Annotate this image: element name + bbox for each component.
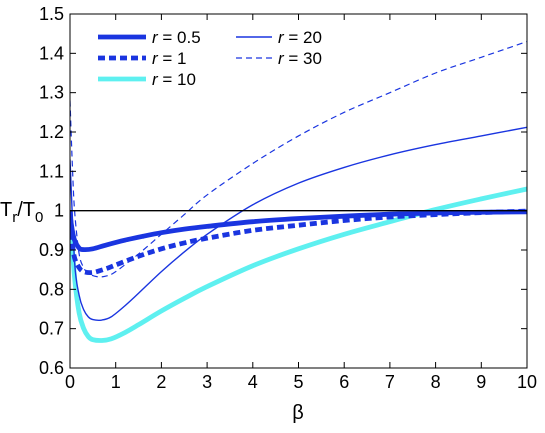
legend-label: r = 0.5 (152, 28, 201, 47)
legend-label: r = 20 (278, 28, 322, 47)
y-tick-label: 0.7 (39, 319, 64, 339)
series-line-r-0-5 (70, 209, 527, 253)
y-tick-label: 1 (54, 201, 64, 221)
x-tick-label: 6 (339, 372, 349, 392)
x-axis-label: β (292, 402, 304, 424)
x-tick-label: 3 (202, 372, 212, 392)
legend-label: r = 30 (278, 49, 322, 68)
plot-area-background (70, 14, 527, 368)
y-tick-label: 0.8 (39, 279, 64, 299)
x-tick-label: 9 (476, 372, 486, 392)
x-tick-label: 10 (517, 372, 537, 392)
x-tick-label: 1 (111, 372, 121, 392)
y-tick-label: 1.5 (39, 4, 64, 24)
series-line-r-10 (70, 186, 527, 343)
y-tick-label: 0.6 (39, 358, 64, 378)
y-tick-label: 0.9 (39, 240, 64, 260)
y-tick-label: 1.3 (39, 83, 64, 103)
legend: r = 0.5 r = 1 r = 10 r = 20 r = 30 (98, 28, 322, 89)
y-tick-label: 1.4 (39, 43, 64, 63)
x-tick-label: 5 (293, 372, 303, 392)
x-tick-label: 0 (65, 372, 75, 392)
legend-item: r = 30 (236, 49, 322, 68)
axis-ticks: 0 1 2 3 4 5 6 7 8 9 10 0.6 0.7 0.8 0.9 1 1.1 1.2 1.3 1.4 1.5 (39, 4, 537, 392)
legend-item: r = 20 (236, 28, 322, 47)
x-tick-label: 8 (431, 372, 441, 392)
legend-item: r = 1 (98, 49, 187, 68)
series-line-r-20 (70, 126, 527, 321)
y-tick-label: 1.1 (39, 161, 64, 181)
legend-item: r = 10 (98, 70, 196, 89)
legend-item: r = 0.5 (98, 28, 201, 47)
series-layer (70, 40, 527, 343)
legend-label: r = 10 (152, 70, 196, 89)
y-tick-label: 1.2 (39, 122, 64, 142)
x-tick-label: 4 (248, 372, 258, 392)
series-line-r-1 (70, 208, 527, 276)
legend-label: r = 1 (152, 49, 187, 68)
x-tick-label: 7 (385, 372, 395, 392)
series-line-r-30 (70, 40, 527, 278)
x-tick-label: 2 (156, 372, 166, 392)
y-axis-label: Tr/T0 (0, 199, 43, 226)
